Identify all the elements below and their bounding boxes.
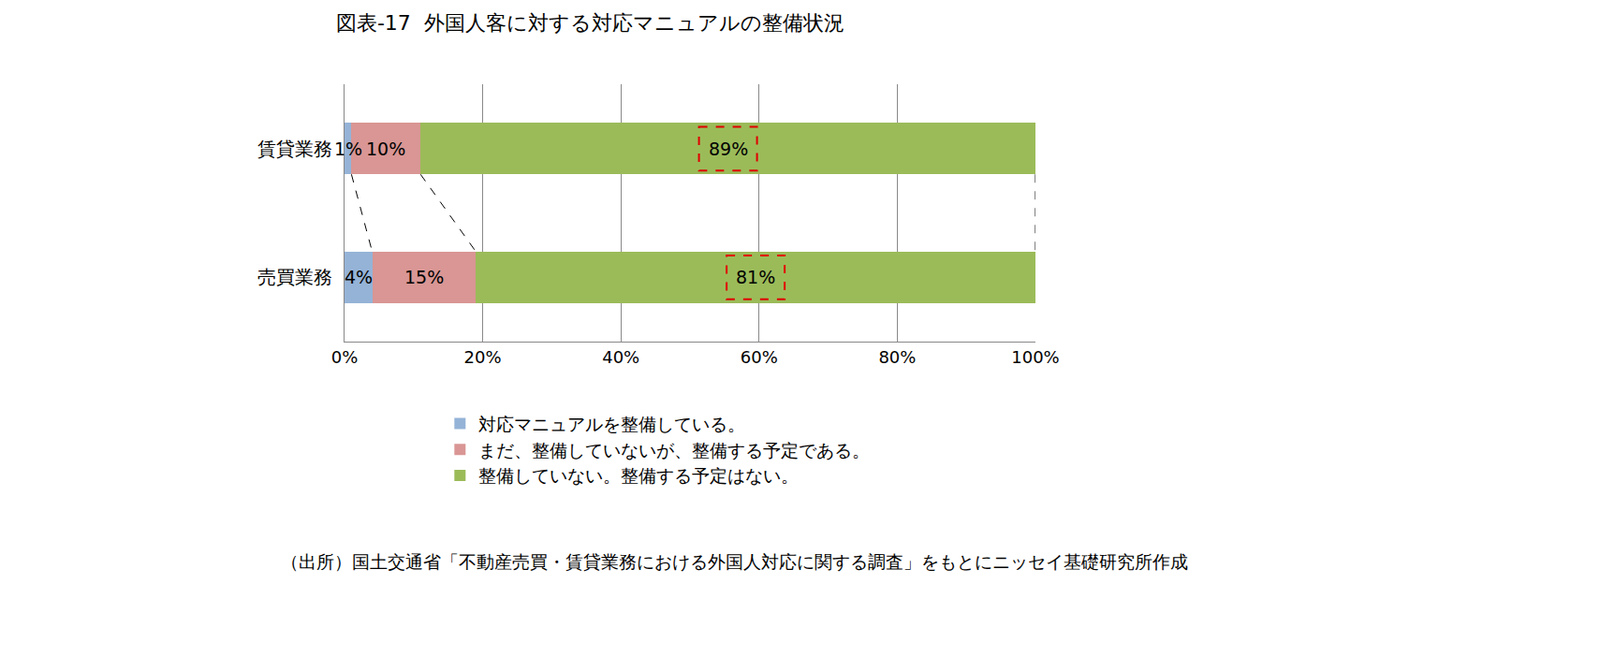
svg-text:0%: 0% — [331, 347, 359, 367]
svg-text:100%: 100% — [1011, 347, 1059, 367]
svg-text:（出所）国土交通省「不動産売買・賃貸業務における外国人対応に: （出所）国土交通省「不動産売買・賃貸業務における外国人対応に関する調査」をもとに… — [280, 551, 1189, 573]
svg-text:81%: 81% — [735, 266, 776, 288]
svg-text:60%: 60% — [740, 347, 778, 367]
svg-text:15%: 15% — [404, 266, 444, 288]
svg-text:10%: 10% — [366, 138, 406, 160]
svg-text:賃貸業務: 賃貸業務 — [257, 137, 333, 161]
svg-text:対応マニュアルを整備している。: 対応マニュアルを整備している。 — [478, 413, 746, 435]
svg-text:80%: 80% — [878, 347, 916, 367]
svg-text:40%: 40% — [601, 347, 640, 367]
svg-text:図表-17 外国人客に対する対応マニュアルの整備状況: 図表-17 外国人客に対する対応マニュアルの整備状況 — [336, 11, 845, 35]
svg-text:まだ、整備していないが、整備する予定である。: まだ、整備していないが、整備する予定である。 — [478, 440, 870, 461]
svg-text:4%: 4% — [344, 266, 373, 288]
svg-text:売買業務: 売買業務 — [257, 265, 333, 289]
svg-text:整備していない。整備する予定はない。: 整備していない。整備する予定はない。 — [478, 465, 799, 486]
svg-text:20%: 20% — [464, 347, 502, 367]
svg-text:89%: 89% — [708, 138, 749, 160]
svg-text:1%: 1% — [334, 138, 363, 160]
